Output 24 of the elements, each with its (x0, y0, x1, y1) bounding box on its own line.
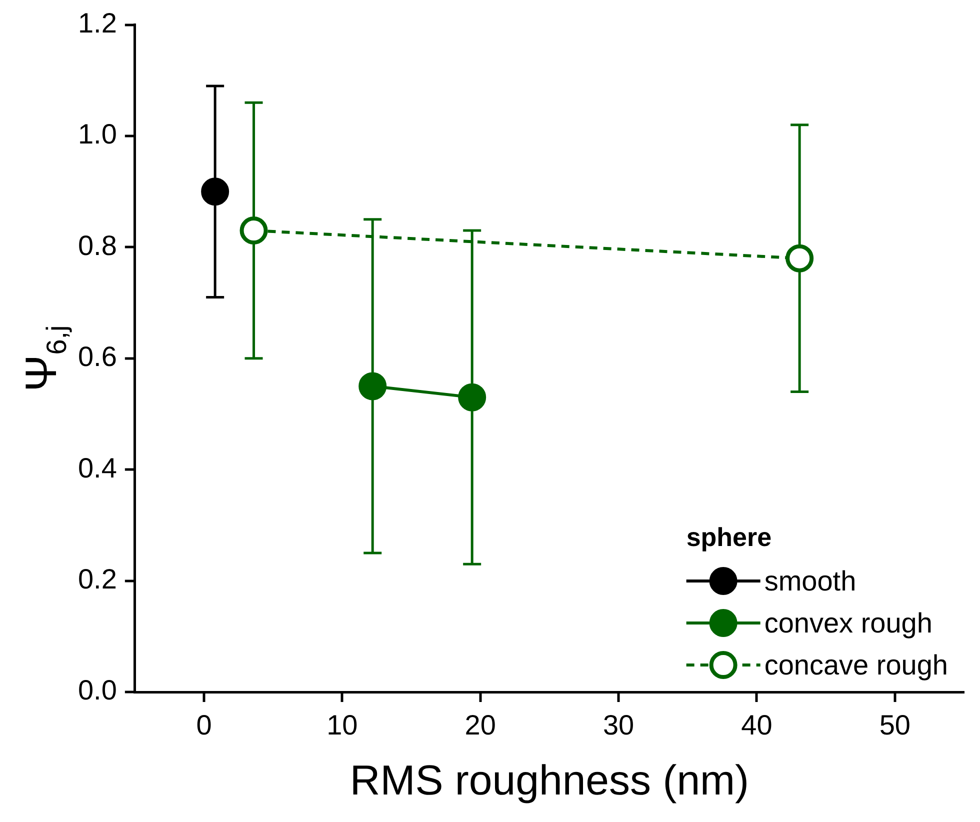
point (358, 372, 387, 400)
y-tick-label: 0.8 (78, 230, 117, 261)
x-tick-label: 0 (196, 710, 212, 741)
point (240, 216, 268, 245)
y-tick-label: 1.0 (78, 118, 117, 150)
y-axis-title: Ψ6,j (17, 325, 72, 392)
y-tick-label: 0.2 (78, 564, 117, 595)
y-tick-label: 0.0 (78, 674, 117, 706)
legend-label: concave rough (764, 650, 948, 681)
legend-label: smooth (764, 566, 856, 597)
x-tick-label: 30 (602, 710, 634, 741)
legend-title: sphere (686, 522, 772, 552)
x-tick-label: 20 (464, 710, 496, 741)
x-tick-label: 10 (326, 710, 358, 741)
y-tick-label: 1.2 (78, 8, 117, 39)
x-tick-label: 40 (741, 710, 772, 741)
x-tick-label: 50 (879, 710, 910, 741)
y-tick-label: 0.4 (78, 452, 117, 484)
point (458, 383, 486, 412)
y-tick-label: 0.6 (78, 341, 117, 372)
x-axis-title: RMS roughness (nm) (350, 756, 750, 804)
legend-label: convex rough (764, 608, 932, 639)
point (201, 178, 230, 206)
point (786, 244, 814, 272)
